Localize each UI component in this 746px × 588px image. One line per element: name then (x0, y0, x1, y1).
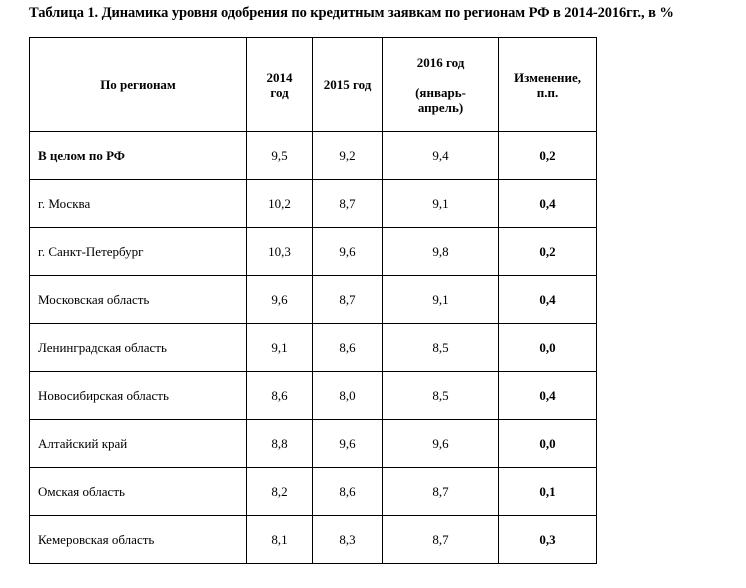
value-2016-cell: 8,5 (382, 371, 499, 420)
value-2016-cell: 8,5 (382, 323, 499, 372)
value-2016-cell: 9,1 (382, 275, 499, 324)
table-caption: Таблица 1. Динамика уровня одобрения по … (29, 5, 674, 21)
header-2016: 2016 год (январь-апрель) (382, 37, 499, 132)
change-cell: 0,4 (498, 179, 597, 228)
value-2015-cell: 8,0 (312, 371, 383, 420)
header-change: Изменение, п.п. (498, 37, 597, 132)
table-row: В целом по РФ 9,5 9,2 9,4 0,2 (29, 131, 597, 180)
value-2015-cell: 8,7 (312, 275, 383, 324)
region-cell: В целом по РФ (29, 131, 247, 180)
header-2014: 2014 год (246, 37, 313, 132)
table-row: г. Москва 10,2 8,7 9,1 0,4 (29, 179, 597, 228)
table-row: Новосибирская область 8,6 8,0 8,5 0,4 (29, 371, 597, 420)
value-2014-cell: 9,1 (246, 323, 313, 372)
change-cell: 0,0 (498, 419, 597, 468)
value-2016-cell: 9,6 (382, 419, 499, 468)
region-cell: Новосибирская область (29, 371, 247, 420)
table-row: г. Санкт-Петербург 10,3 9,6 9,8 0,2 (29, 227, 597, 276)
header-2015: 2015 год (312, 37, 383, 132)
table-row: Алтайский край 8,8 9,6 9,6 0,0 (29, 419, 597, 468)
value-2016-cell: 9,4 (382, 131, 499, 180)
table-row: Ленинградская область 9,1 8,6 8,5 0,0 (29, 323, 597, 372)
change-cell: 0,2 (498, 227, 597, 276)
region-cell: Ленинградская область (29, 323, 247, 372)
region-cell: г. Санкт-Петербург (29, 227, 247, 276)
value-2016-cell: 9,1 (382, 179, 499, 228)
value-2015-cell: 8,3 (312, 515, 383, 564)
header-region: По регионам (29, 37, 247, 132)
header-row: По регионам 2014 год 2015 год 2016 год (ян… (29, 37, 597, 132)
value-2014-cell: 8,1 (246, 515, 313, 564)
value-2014-cell: 8,2 (246, 467, 313, 516)
value-2014-cell: 8,8 (246, 419, 313, 468)
value-2014-cell: 9,6 (246, 275, 313, 324)
change-cell: 0,0 (498, 323, 597, 372)
value-2015-cell: 8,7 (312, 179, 383, 228)
value-2015-cell: 8,6 (312, 323, 383, 372)
value-2016-cell: 8,7 (382, 467, 499, 516)
change-cell: 0,2 (498, 131, 597, 180)
value-2015-cell: 9,6 (312, 227, 383, 276)
change-cell: 0,3 (498, 515, 597, 564)
region-cell: Омская область (29, 467, 247, 516)
value-2016-cell: 8,7 (382, 515, 499, 564)
value-2014-cell: 9,5 (246, 131, 313, 180)
table-row: Кемеровская область 8,1 8,3 8,7 0,3 (29, 515, 597, 564)
value-2015-cell: 9,6 (312, 419, 383, 468)
table-row: Московская область 9,6 8,7 9,1 0,4 (29, 275, 597, 324)
change-cell: 0,1 (498, 467, 597, 516)
region-cell: г. Москва (29, 179, 247, 228)
value-2014-cell: 8,6 (246, 371, 313, 420)
region-cell: Кемеровская область (29, 515, 247, 564)
table-row: Омская область 8,2 8,6 8,7 0,1 (29, 467, 597, 516)
change-cell: 0,4 (498, 371, 597, 420)
approval-rate-table: По регионам 2014 год 2015 год 2016 год (ян… (29, 37, 597, 564)
value-2014-cell: 10,2 (246, 179, 313, 228)
value-2014-cell: 10,3 (246, 227, 313, 276)
value-2015-cell: 9,2 (312, 131, 383, 180)
region-cell: Алтайский край (29, 419, 247, 468)
region-cell: Московская область (29, 275, 247, 324)
value-2015-cell: 8,6 (312, 467, 383, 516)
value-2016-cell: 9,8 (382, 227, 499, 276)
change-cell: 0,4 (498, 275, 597, 324)
